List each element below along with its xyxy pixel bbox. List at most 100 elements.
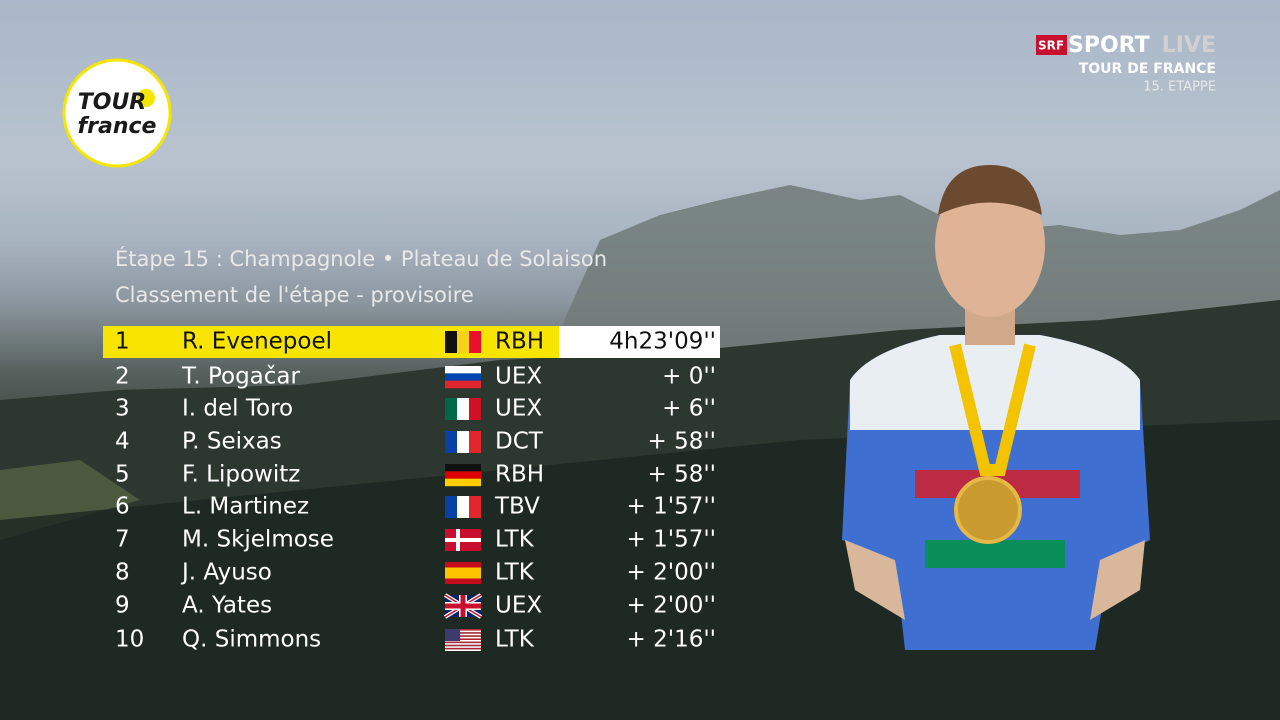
- tour-logo: TOUR france: [62, 58, 172, 168]
- flag-part: [445, 496, 457, 518]
- time-gap: + 0'': [662, 364, 716, 390]
- rider-name: A. Yates: [182, 593, 272, 619]
- country-flag: [445, 331, 481, 353]
- rider-name: M. Skjelmose: [182, 527, 334, 553]
- flag-part: [445, 331, 457, 353]
- rider-name: R. Evenepoel: [182, 329, 332, 355]
- team-code: UEX: [495, 396, 542, 422]
- flag-part: [445, 471, 481, 479]
- stage-number: 15. ETAPPE: [1143, 80, 1216, 95]
- country-flag: [443, 593, 483, 619]
- flag-part: [457, 431, 469, 453]
- time-gap: + 1'57'': [627, 494, 716, 520]
- rider-name: J. Ayuso: [180, 560, 272, 586]
- flag-part: [445, 478, 481, 487]
- country-flag: [445, 629, 481, 651]
- standings-row: 10 Q. Simmons LTK + 2'16'': [115, 627, 716, 653]
- logo-text: TOUR: [78, 90, 147, 115]
- flag-part: [445, 641, 481, 644]
- flag-part: [445, 649, 481, 651]
- rider-name: T. Pogačar: [181, 364, 300, 390]
- standings-row: 3 I. del Toro UEX + 6'': [115, 396, 716, 422]
- team-code: RBH: [495, 329, 544, 355]
- flag-part: [445, 629, 481, 631]
- rank: 8: [115, 560, 130, 586]
- country-flag: [445, 496, 481, 518]
- brand-sport: SPORT: [1068, 33, 1150, 58]
- rider-name: F. Lipowitz: [182, 462, 300, 488]
- team-code: LTK: [495, 527, 535, 553]
- team-code: LTK: [495, 560, 535, 586]
- flag-part: [445, 644, 481, 647]
- brand-srf: SRF: [1038, 39, 1064, 53]
- rank: 10: [115, 627, 144, 653]
- rank: 5: [115, 462, 130, 488]
- logo-text: france: [78, 114, 157, 139]
- rank: 4: [115, 429, 130, 455]
- flag-part: [445, 366, 481, 374]
- standings-row: 5 F. Lipowitz RBH + 58'': [115, 462, 716, 488]
- team-code: LTK: [495, 627, 535, 653]
- country-flag: [445, 562, 481, 584]
- time-gap: + 2'00'': [627, 560, 716, 586]
- team-code: DCT: [495, 429, 544, 455]
- rider-name: Q. Simmons: [182, 627, 321, 653]
- team-code: UEX: [495, 364, 542, 390]
- flag-part: [445, 647, 481, 650]
- stage-title: Étape 15 : Champagnole • Plateau de Sola…: [115, 246, 607, 271]
- rank: 7: [115, 527, 130, 553]
- standings-row: 6 L. Martinez TBV + 1'57'': [115, 494, 716, 520]
- rider-name: I. del Toro: [182, 396, 293, 422]
- rider-photo: [842, 165, 1150, 650]
- country-flag: [445, 431, 481, 453]
- flag-part: [469, 431, 481, 453]
- rank: 9: [115, 593, 130, 619]
- leader-time-box: [559, 326, 720, 358]
- brand-live: LIVE: [1162, 33, 1216, 58]
- team-code: TBV: [494, 494, 540, 520]
- stage-subtitle: Classement de l'étape - provisoire: [115, 283, 474, 307]
- broadcaster-badge: SRF SPORT LIVE TOUR DE FRANCE 15. ETAPPE: [1036, 33, 1216, 95]
- country-flag: [445, 529, 481, 551]
- standings-row: 7 M. Skjelmose LTK + 1'57'': [115, 527, 716, 553]
- rider-name: L. Martinez: [182, 494, 309, 520]
- flag-part: [445, 538, 481, 542]
- flag-part: [457, 331, 469, 353]
- flag-part: [457, 496, 469, 518]
- country-flag: [445, 398, 481, 420]
- standings-row: 8 J. Ayuso LTK + 2'00'': [115, 560, 716, 586]
- flag-part: [445, 464, 481, 472]
- time-gap: + 1'57'': [627, 527, 716, 553]
- country-flag: [445, 464, 481, 487]
- flag-part: [469, 331, 481, 353]
- flag-part: [445, 398, 457, 420]
- flag-part: [445, 373, 481, 381]
- flag-part: [445, 603, 481, 609]
- rider-name: P. Seixas: [182, 429, 282, 455]
- country-flag: [445, 366, 481, 389]
- flag-part: [445, 638, 481, 640]
- standings-row: 9 A. Yates UEX + 2'00'': [115, 593, 716, 619]
- flag-part: [445, 431, 457, 453]
- flag-part: [445, 633, 481, 636]
- flag-part: [445, 632, 481, 634]
- team-code: UEX: [495, 593, 542, 619]
- time-gap: + 58'': [648, 462, 717, 488]
- time-gap: + 2'16'': [627, 627, 716, 653]
- rank: 2: [115, 364, 130, 390]
- event-name: TOUR DE FRANCE: [1079, 61, 1216, 77]
- flag-part: [445, 567, 481, 579]
- flag-part: [445, 636, 481, 639]
- team-code: RBH: [495, 462, 544, 488]
- flag-part: [469, 398, 481, 420]
- rank: 1: [115, 329, 130, 355]
- flag-part: [445, 640, 481, 642]
- flag-part: [445, 630, 481, 633]
- standings-row: 4 P. Seixas DCT + 58'': [115, 429, 716, 455]
- leader-highlight: [103, 326, 559, 358]
- standings-rows: 1 R. Evenepoel RBH 4h23'09'' 2 T. Pogačar UEX +…: [115, 329, 716, 653]
- time-gap: + 2'00'': [627, 593, 716, 619]
- time-gap: + 58'': [648, 429, 717, 455]
